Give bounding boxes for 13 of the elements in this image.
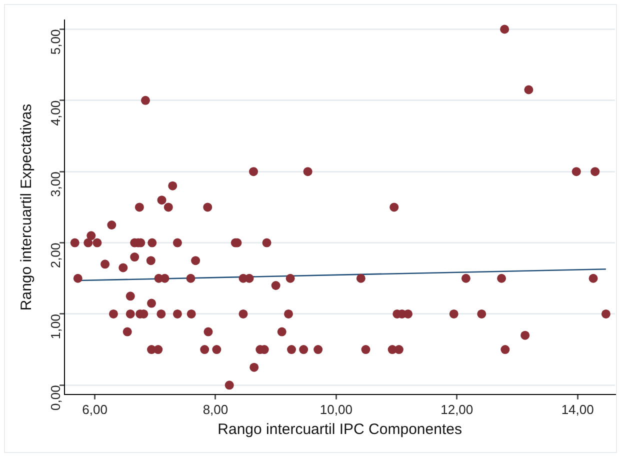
y-tick-label: 1,00 xyxy=(48,314,64,340)
y-tick-label: 0,00 xyxy=(48,385,64,410)
x-axis-title: Rango intercuartil IPC Componentes xyxy=(218,421,462,438)
x-tick-label: 10,00 xyxy=(320,402,352,417)
y-tick-label: 5,00 xyxy=(48,29,64,55)
y-tick-label: 3,00 xyxy=(48,172,64,197)
x-tick-label: 14,00 xyxy=(561,402,594,417)
x-tick-label: 6,00 xyxy=(82,402,108,417)
y-tick-label: 4,00 xyxy=(48,100,64,126)
x-tick-label: 8,00 xyxy=(202,402,228,417)
x-tick-label: 12,00 xyxy=(440,402,474,417)
y-axis-title: Rango intercuartil Expectativas xyxy=(18,104,36,311)
y-tick-label: 2,00 xyxy=(48,242,64,268)
